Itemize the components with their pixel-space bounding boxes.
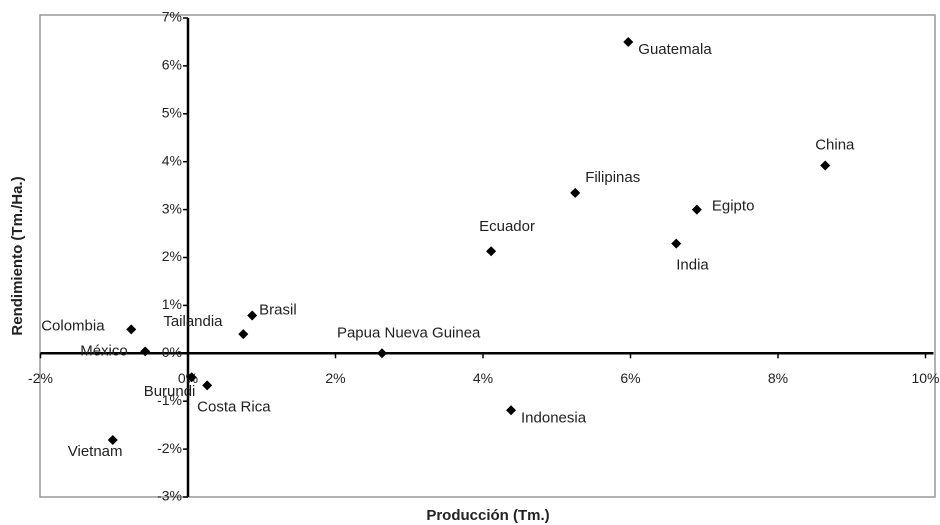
point <box>186 372 197 383</box>
point-label: Costa Rica <box>197 398 271 415</box>
point <box>202 380 213 391</box>
point <box>126 324 137 335</box>
point <box>107 434 118 445</box>
point-label: Brasil <box>259 301 297 318</box>
point-label: Filipinas <box>585 169 640 186</box>
point-label: Colombia <box>41 317 105 334</box>
x-tick-label: 8% <box>768 370 788 386</box>
point-label: China <box>815 137 855 154</box>
point <box>238 329 249 340</box>
x-tick-label: 6% <box>620 370 640 386</box>
point-label: Ecuador <box>479 218 535 235</box>
x-tick-label: 10% <box>911 370 939 386</box>
y-tick-label: 7% <box>162 9 182 25</box>
y-tick-label: 0% <box>162 344 182 360</box>
point-label: Indonesia <box>521 409 587 426</box>
point <box>691 204 702 215</box>
y-tick-label: 2% <box>162 248 182 264</box>
point-label: Burundi <box>144 383 196 400</box>
point <box>570 187 581 198</box>
y-tick-label: -3% <box>157 488 182 504</box>
point <box>506 405 517 416</box>
point <box>140 346 151 357</box>
point-label: México <box>80 342 128 359</box>
x-tick-label: 4% <box>473 370 493 386</box>
point-label: Papua Nueva Guinea <box>337 324 481 341</box>
y-tick-label: 6% <box>162 57 182 73</box>
plot-frame <box>39 14 936 498</box>
x-axis-title: Producción (Tm.) <box>426 507 549 524</box>
y-tick-label: -1% <box>157 392 182 408</box>
y-axis-title: Rendimiento (Tm./Ha.) <box>9 176 26 335</box>
point <box>820 160 831 171</box>
point <box>486 246 497 257</box>
y-tick-label: 4% <box>162 152 182 168</box>
point-label: Egipto <box>712 198 755 215</box>
point <box>623 36 634 47</box>
point-label: Guatemala <box>638 41 712 58</box>
y-tick-label: 3% <box>162 200 182 216</box>
y-tick-label: -2% <box>157 440 182 456</box>
x-tick-label: -2% <box>28 370 53 386</box>
point-label: India <box>676 257 709 274</box>
y-tick-label: 1% <box>162 296 182 312</box>
x-tick-label: 2% <box>325 370 345 386</box>
point-label: Vietnam <box>68 443 123 460</box>
point <box>671 238 682 249</box>
y-tick-label: 5% <box>162 105 182 121</box>
point <box>376 348 387 359</box>
point-label: Tailandia <box>163 313 223 330</box>
point <box>247 310 258 321</box>
